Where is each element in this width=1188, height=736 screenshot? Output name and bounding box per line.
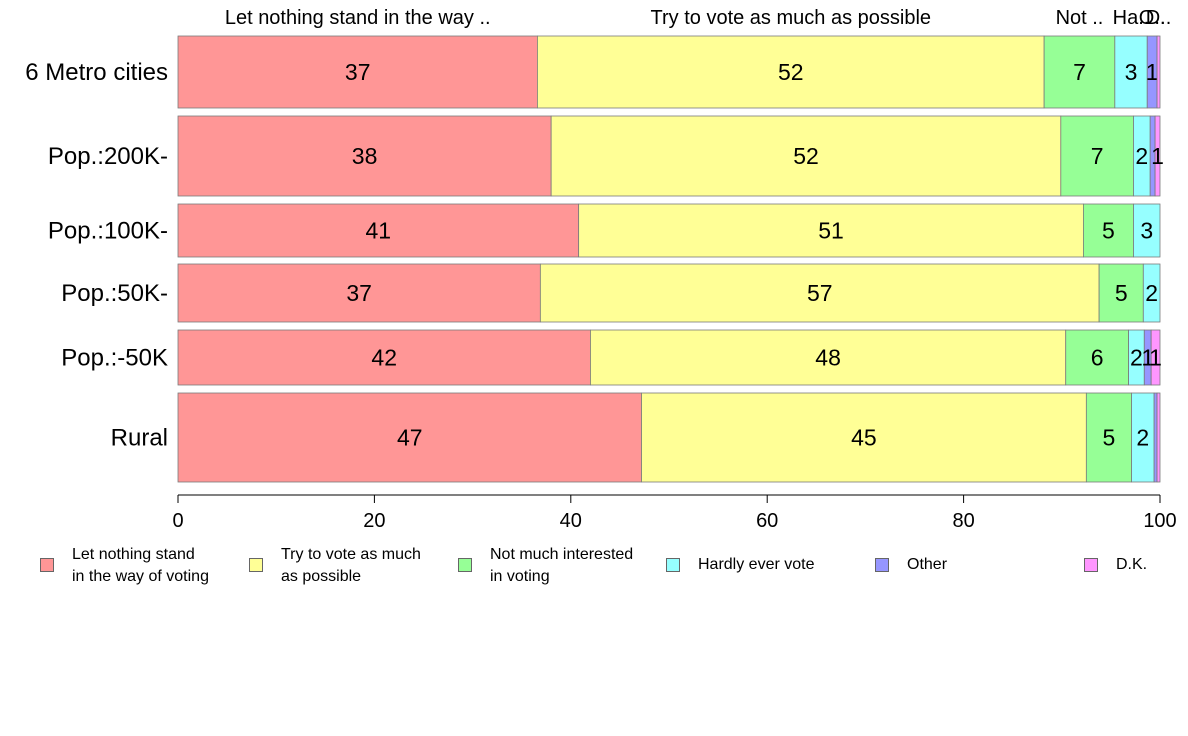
data-label-1-5: 1: [1151, 143, 1164, 169]
legend-label-5: D.K.: [1116, 556, 1148, 573]
legend-swatch-5: [1084, 558, 1098, 572]
x-tick-label-2: 40: [560, 510, 582, 532]
bar-segment-5-2: [1085, 392, 1132, 483]
data-label-1-0: 38: [352, 143, 378, 169]
bar-segment-2-0: [177, 203, 580, 258]
x-tick-label-1: 20: [363, 510, 385, 532]
bar-segment-5-4: [1153, 392, 1158, 483]
legend-label-2: Not much interested in voting: [490, 546, 634, 585]
data-label-3-1: 57: [807, 280, 833, 306]
bar-segment-0-0: [177, 35, 538, 109]
bar-segment-0-3: [1114, 35, 1148, 109]
data-label-4-0: 42: [371, 345, 397, 371]
data-label-5-3: 2: [1136, 425, 1149, 451]
data-label-0-2: 7: [1073, 59, 1086, 85]
bar-segment-2-3: [1133, 203, 1161, 258]
data-label-2-2: 5: [1102, 218, 1115, 244]
legend-swatch-0: [40, 558, 54, 572]
data-label-3-2: 5: [1115, 280, 1128, 306]
data-label-0-4: 1: [1146, 59, 1159, 85]
category-label-5: Rural: [111, 425, 168, 452]
legend-label-1: Try to vote as much as possible: [281, 546, 421, 585]
data-label-4-1: 48: [815, 345, 841, 371]
bar-segment-2-1: [578, 203, 1084, 258]
bar-segment-4-0: [177, 329, 591, 386]
legend-swatch-1: [249, 558, 263, 572]
data-label-4-2: 6: [1091, 345, 1104, 371]
x-axis: 0 20 40 60 80 100: [172, 494, 1177, 532]
legend-label-4: Other: [907, 556, 948, 573]
bar-segment-3-0: [177, 263, 541, 323]
data-label-1-2: 7: [1091, 143, 1104, 169]
legend-item-5: D.K.: [1084, 544, 1147, 576]
bar-segment-0-5: [1156, 35, 1161, 109]
legend-swatch-3: [666, 558, 680, 572]
bar-segment-4-1: [590, 329, 1067, 386]
category-label-1: Pop.:200K-: [48, 143, 168, 170]
bar-segment-5-5: [1156, 392, 1161, 483]
bar-segment-2-2: [1083, 203, 1134, 258]
bar-segment-3-3: [1142, 263, 1161, 323]
data-label-5-2: 5: [1103, 425, 1116, 451]
legend-label-3: Hardly ever vote: [698, 556, 815, 573]
legend-item-0: Let nothing stand in the way of voting: [40, 544, 209, 588]
data-label-2-0: 41: [366, 218, 392, 244]
series-top-label-2: Not ..: [1056, 7, 1104, 29]
legend-item-2: Not much interested in voting: [458, 544, 633, 588]
category-label-4: Pop.:-50K: [61, 345, 168, 372]
bar-segment-1-0: [177, 115, 552, 197]
data-label-2-1: 51: [818, 218, 844, 244]
bar-segment-4-2: [1065, 329, 1129, 386]
bar-segment-1-1: [550, 115, 1062, 197]
data-label-0-0: 37: [345, 59, 371, 85]
x-tick-label-0: 0: [172, 510, 183, 532]
data-label-3-3: 2: [1145, 280, 1158, 306]
bar-segment-3-1: [539, 263, 1100, 323]
bar-segment-1-2: [1060, 115, 1134, 197]
data-label-1-1: 52: [793, 143, 819, 169]
series-top-label-0: Let nothing stand in the way ..: [225, 7, 491, 29]
series-top-label-4: O..: [1139, 7, 1166, 29]
bar-segment-4-5: [1150, 329, 1161, 386]
legend: Let nothing stand in the way of voting Tr…: [0, 544, 1188, 594]
data-label-4-3: 2: [1130, 345, 1143, 371]
category-label-0: 6 Metro cities: [25, 59, 168, 86]
data-label-5-1: 45: [851, 425, 877, 451]
legend-label-0: Let nothing stand in the way of voting: [72, 546, 209, 585]
data-label-4-5: 1: [1149, 345, 1162, 371]
series-top-label-5: D..: [1146, 7, 1172, 29]
series-top-label-3: Ha..: [1113, 7, 1150, 29]
bar-segment-0-2: [1043, 35, 1116, 109]
data-label-0-3: 3: [1125, 59, 1138, 85]
category-label-3: Pop.:50K-: [61, 280, 168, 307]
top-series-labels: Let nothing stand in the way .. Try to vo…: [225, 7, 1171, 29]
bar-segment-3-2: [1098, 263, 1144, 323]
x-tick-label-5: 100: [1143, 510, 1176, 532]
legend-swatch-2: [458, 558, 472, 572]
category-label-2: Pop.:100K-: [48, 218, 168, 245]
stacked-bar-chart: Let nothing stand in the way .. Try to vo…: [25, 7, 1177, 532]
bar-segment-5-1: [641, 392, 1087, 483]
x-tick-label-3: 60: [756, 510, 778, 532]
legend-item-4: Other: [875, 544, 947, 576]
bar-segment-5-0: [177, 392, 642, 483]
data-label-1-3: 2: [1135, 143, 1148, 169]
bar-segment-1-5: [1154, 115, 1161, 197]
data-label-0-1: 52: [778, 59, 804, 85]
data-label-3-0: 37: [346, 280, 372, 306]
data-label-5-0: 47: [397, 425, 423, 451]
series-top-label-1: Try to vote as much as possible: [651, 7, 932, 29]
category-labels: 6 Metro cities Pop.:200K- Pop.:100K- Pop.:5…: [25, 59, 168, 452]
legend-item-3: Hardly ever vote: [666, 544, 815, 576]
legend-swatch-4: [875, 558, 889, 572]
data-label-2-3: 3: [1140, 218, 1153, 244]
legend-item-1: Try to vote as much as possible: [249, 544, 421, 588]
x-tick-label-4: 80: [952, 510, 974, 532]
